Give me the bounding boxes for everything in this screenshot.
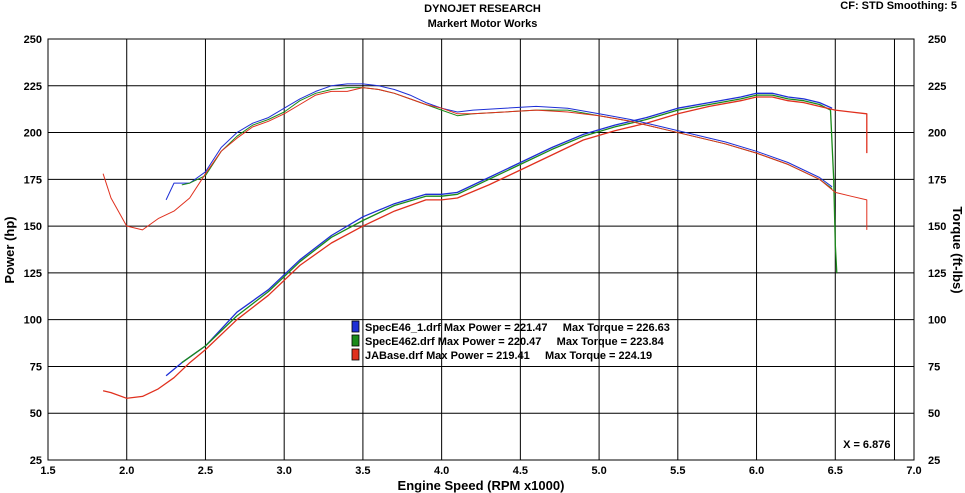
legend-entry: JABase.drf Max Power = 219.41 Max Torque… (365, 350, 652, 362)
legend-entry: SpecE462.drf Max Power = 220.47 Max Torq… (365, 336, 665, 348)
x-tick-label: 1.5 (40, 465, 55, 477)
legend-swatch (351, 334, 360, 347)
y-tick-label: 50 (30, 408, 42, 420)
x-tick-label: 2.0 (119, 465, 134, 477)
y2-tick-label: 225 (928, 81, 946, 93)
y-tick-label: 250 (24, 34, 42, 46)
y2-tick-label: 175 (928, 174, 946, 186)
y-tick-label: 225 (24, 81, 42, 93)
x-tick-label: 6.0 (749, 465, 764, 477)
x-tick-label: 5.0 (591, 465, 606, 477)
y2-tick-label: 125 (928, 268, 946, 280)
legend-swatch (351, 348, 360, 361)
y2-axis-label: Torque (ft-lbs) (950, 206, 965, 293)
y2-tick-label: 25 (928, 455, 940, 467)
x-tick-labels: 1.5 2.0 2.5 3.0 3.5 4.0 4.5 5.0 5.5 6.0 6.5 7.0 (40, 465, 921, 477)
chart-title: DYNOJET RESEARCH (424, 3, 541, 15)
correction-factor-info: CF: STD Smoothing: 5 (840, 0, 957, 12)
series-line-power (181, 94, 838, 364)
series-line-torque (102, 87, 868, 231)
x-tick-label: 3.0 (277, 465, 292, 477)
x-tick-label: 3.5 (355, 465, 370, 477)
legend: SpecE46_1.drf Max Power = 221.47 Max Tor… (351, 320, 670, 362)
chart-subtitle: Markert Motor Works (427, 18, 538, 30)
x-tick-label: 6.5 (828, 465, 843, 477)
y2-tick-labels: 25 50 75 100 125 150 175 200 225 250 (928, 34, 946, 467)
grid (47, 38, 915, 461)
y2-tick-label: 50 (928, 408, 940, 420)
y-tick-label: 150 (24, 221, 42, 233)
legend-swatch (351, 320, 360, 333)
y2-tick-label: 200 (928, 128, 946, 140)
y-tick-label: 25 (30, 455, 42, 467)
series-line-power (165, 92, 833, 377)
y2-tick-label: 150 (928, 221, 946, 233)
x-tick-label: 7.0 (906, 465, 921, 477)
x-tick-label: 2.5 (198, 465, 213, 477)
x-axis-label: Engine Speed (RPM x1000) (398, 478, 565, 493)
series-lines (102, 83, 868, 399)
y-tick-label: 100 (24, 315, 42, 327)
cursor-readout: X = 6.876 (843, 439, 890, 451)
y-tick-label: 75 (30, 361, 42, 373)
y2-tick-label: 100 (928, 315, 946, 327)
series-line-torque (181, 87, 833, 190)
y-tick-label: 125 (24, 268, 42, 280)
y2-tick-label: 75 (928, 361, 940, 373)
series-line-torque (165, 83, 833, 201)
y-tick-labels: 25 50 75 100 125 150 175 200 225 250 (24, 34, 42, 467)
x-tick-label: 5.5 (670, 465, 685, 477)
series-line-power (102, 96, 868, 399)
y2-tick-label: 250 (928, 34, 946, 46)
plot-frame (47, 38, 915, 461)
x-tick-label: 4.0 (434, 465, 449, 477)
y-axis-label: Power (hp) (2, 216, 17, 283)
y-tick-label: 200 (24, 128, 42, 140)
legend-entry: SpecE46_1.drf Max Power = 221.47 Max Tor… (365, 322, 670, 334)
y-tick-label: 175 (24, 174, 42, 186)
x-tick-label: 4.5 (513, 465, 528, 477)
